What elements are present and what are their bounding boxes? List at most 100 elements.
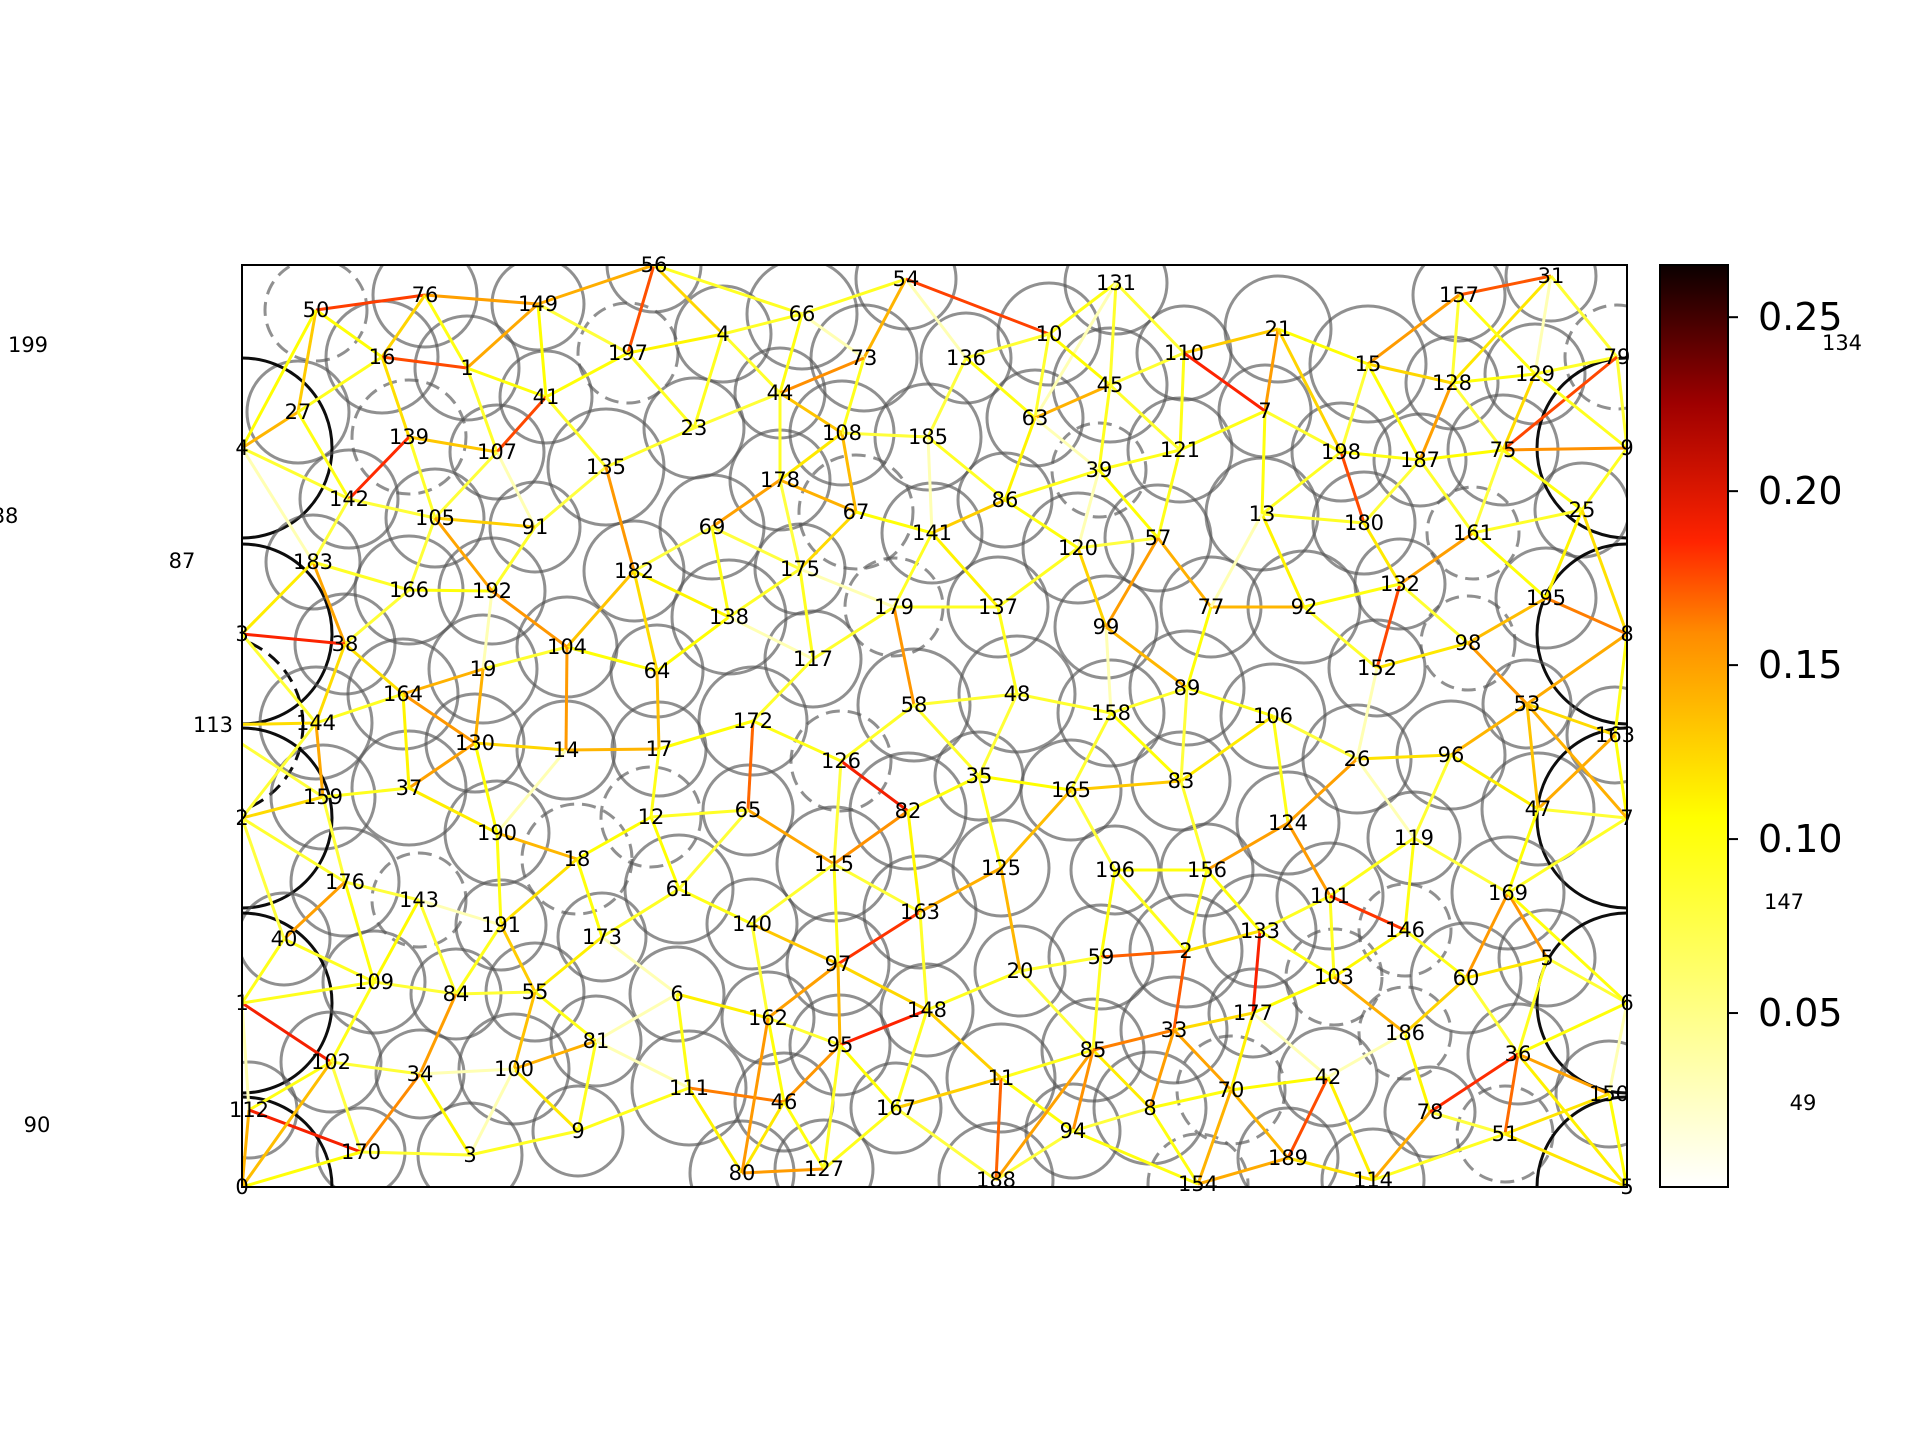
node-label: 7	[1620, 806, 1633, 830]
contact-edge	[1251, 930, 1262, 1014]
contact-edge	[297, 355, 383, 414]
particle-circle	[1535, 911, 1627, 1095]
contact-edge	[892, 606, 916, 706]
node-label: 107	[477, 440, 517, 464]
contact-edge	[840, 703, 915, 763]
node-label: 34	[407, 1062, 434, 1086]
contact-edge	[1503, 1053, 1520, 1135]
contact-edge	[1418, 382, 1454, 461]
contact-edge	[746, 720, 755, 811]
contact-edge	[627, 332, 724, 355]
particle-circle	[1275, 841, 1385, 951]
node-label: 111	[669, 1076, 709, 1100]
node-label: 198	[1321, 440, 1361, 464]
node-label: 94	[1060, 1119, 1087, 1143]
contact-edge	[408, 588, 493, 593]
contact-edge	[373, 980, 457, 996]
particle-circle	[985, 368, 1085, 468]
contact-edge	[1362, 459, 1422, 524]
contact-edge	[314, 722, 325, 798]
contact-edge	[692, 333, 725, 429]
contact-edge	[466, 366, 547, 399]
node-label: 92	[1291, 595, 1318, 619]
node-label: 129	[1515, 362, 1555, 386]
contact-edge	[1034, 416, 1100, 472]
contact-edge	[1367, 362, 1453, 385]
contact-edge	[499, 924, 537, 993]
node-label: 3	[463, 1143, 476, 1167]
contact-edge	[1261, 450, 1342, 516]
node-label: 50	[303, 298, 330, 322]
contact-edge	[1077, 536, 1159, 550]
node-label: 106	[1253, 704, 1293, 728]
contact-edge	[855, 510, 933, 535]
node-label: 112	[229, 1098, 269, 1122]
particle-circle	[809, 303, 919, 413]
particle-circle	[1383, 1065, 1477, 1159]
contact-edge	[1184, 869, 1209, 952]
contact-edge	[687, 1087, 744, 1174]
node-label: 86	[992, 488, 1019, 512]
contact-edge	[904, 278, 968, 359]
contact-edge	[1099, 869, 1117, 958]
contact-edge	[1185, 606, 1213, 689]
contact-edge	[1076, 469, 1101, 549]
contact-edge	[248, 1060, 332, 1112]
contact-edge	[1108, 383, 1182, 452]
particle-circle	[688, 1119, 796, 1187]
contact-edge	[1048, 332, 1111, 387]
node-label: 146	[1385, 918, 1425, 942]
contact-edge	[536, 303, 548, 398]
particle-circle	[630, 1029, 748, 1147]
contact-edge	[402, 692, 476, 745]
particle-circle	[457, 1012, 571, 1126]
contact-edge	[1003, 417, 1037, 501]
contact-edge	[799, 567, 895, 609]
contact-edge	[242, 816, 346, 884]
contact-edges	[242, 265, 1627, 1187]
contact-edge	[823, 1106, 897, 1171]
node-label: 81	[583, 1029, 610, 1053]
node-label: 25	[1569, 498, 1596, 522]
contact-edge	[1355, 667, 1379, 760]
contact-edge	[905, 277, 1050, 336]
contact-edge	[434, 516, 536, 529]
contact-edge	[752, 719, 842, 763]
contact-edge	[1033, 282, 1118, 419]
contact-edge	[782, 1043, 842, 1104]
particle-circle	[556, 891, 648, 983]
contact-edge	[1533, 275, 1553, 375]
contact-edge	[455, 990, 536, 996]
contact-edge	[417, 899, 458, 995]
contact-edge	[1339, 451, 1366, 524]
contact-edge	[1502, 448, 1583, 512]
colorbar-tick-label: 0.25	[1758, 295, 1843, 339]
particle-circle	[582, 519, 686, 623]
contact-edge	[1183, 351, 1266, 413]
contact-edge	[1371, 1111, 1432, 1181]
node-label: 21	[1265, 317, 1292, 341]
contact-edge	[1413, 836, 1509, 895]
particle-circle	[531, 1084, 625, 1178]
contact-edge	[242, 633, 318, 724]
contact-edge	[836, 963, 842, 1046]
node-label: 163	[1595, 723, 1635, 747]
particle-circle	[1425, 485, 1521, 581]
node-label: 79	[1604, 345, 1631, 369]
contact-edge	[832, 760, 843, 865]
node-label: 40	[271, 927, 298, 951]
contact-edge	[1465, 956, 1548, 980]
contact-edge	[1260, 513, 1306, 608]
particle-circle	[350, 378, 468, 496]
contact-edge	[311, 561, 347, 645]
contact-edge	[347, 435, 411, 501]
contact-edge	[1261, 512, 1365, 525]
contact-edge	[721, 332, 782, 395]
node-label: 144	[296, 711, 336, 735]
node-label: 114	[1353, 1168, 1393, 1192]
contact-edge	[1613, 734, 1627, 819]
contact-edge	[728, 615, 814, 661]
contact-edge	[1108, 282, 1118, 386]
contact-edge	[1016, 692, 1112, 715]
contact-edge	[1271, 715, 1290, 824]
